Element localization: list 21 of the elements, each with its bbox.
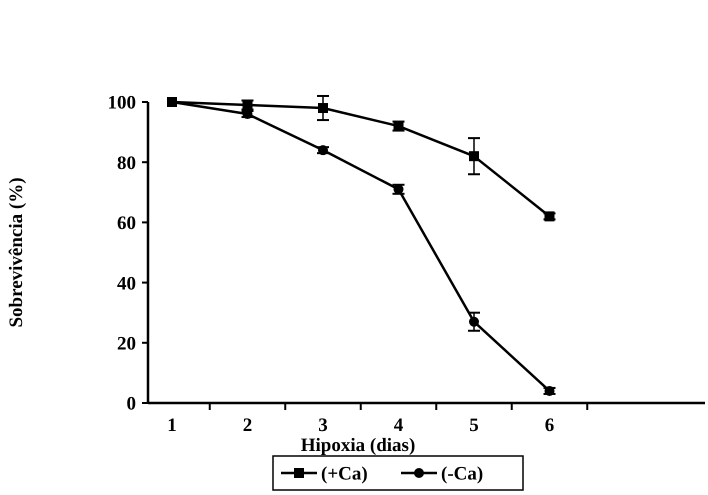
x-tick-label: 4 [394,415,404,436]
y-axis-title: Sobrevivência (%) [6,177,27,328]
point [544,211,554,222]
y-tick-label: 80 [117,152,136,174]
point [318,103,328,114]
y-tick-label: 100 [108,92,136,114]
y-tick-label: 0 [126,394,136,415]
y-tick-label: 40 [117,273,136,294]
x-tick-label: 3 [318,415,328,436]
point [318,145,328,156]
x-axis-title: Hipoxia (dias) [300,435,416,456]
legend-label: (-Ca) [441,464,484,485]
point [469,151,479,162]
point [469,316,479,327]
legend-label: (+Ca) [321,464,368,485]
y-tick-label: 60 [117,213,136,234]
x-tick-label: 2 [242,415,252,436]
y-tick-label: 20 [117,333,136,354]
x-tick-label: 6 [544,415,554,436]
x-tick-label: 5 [469,415,479,436]
x-tick-label: 1 [167,415,177,436]
